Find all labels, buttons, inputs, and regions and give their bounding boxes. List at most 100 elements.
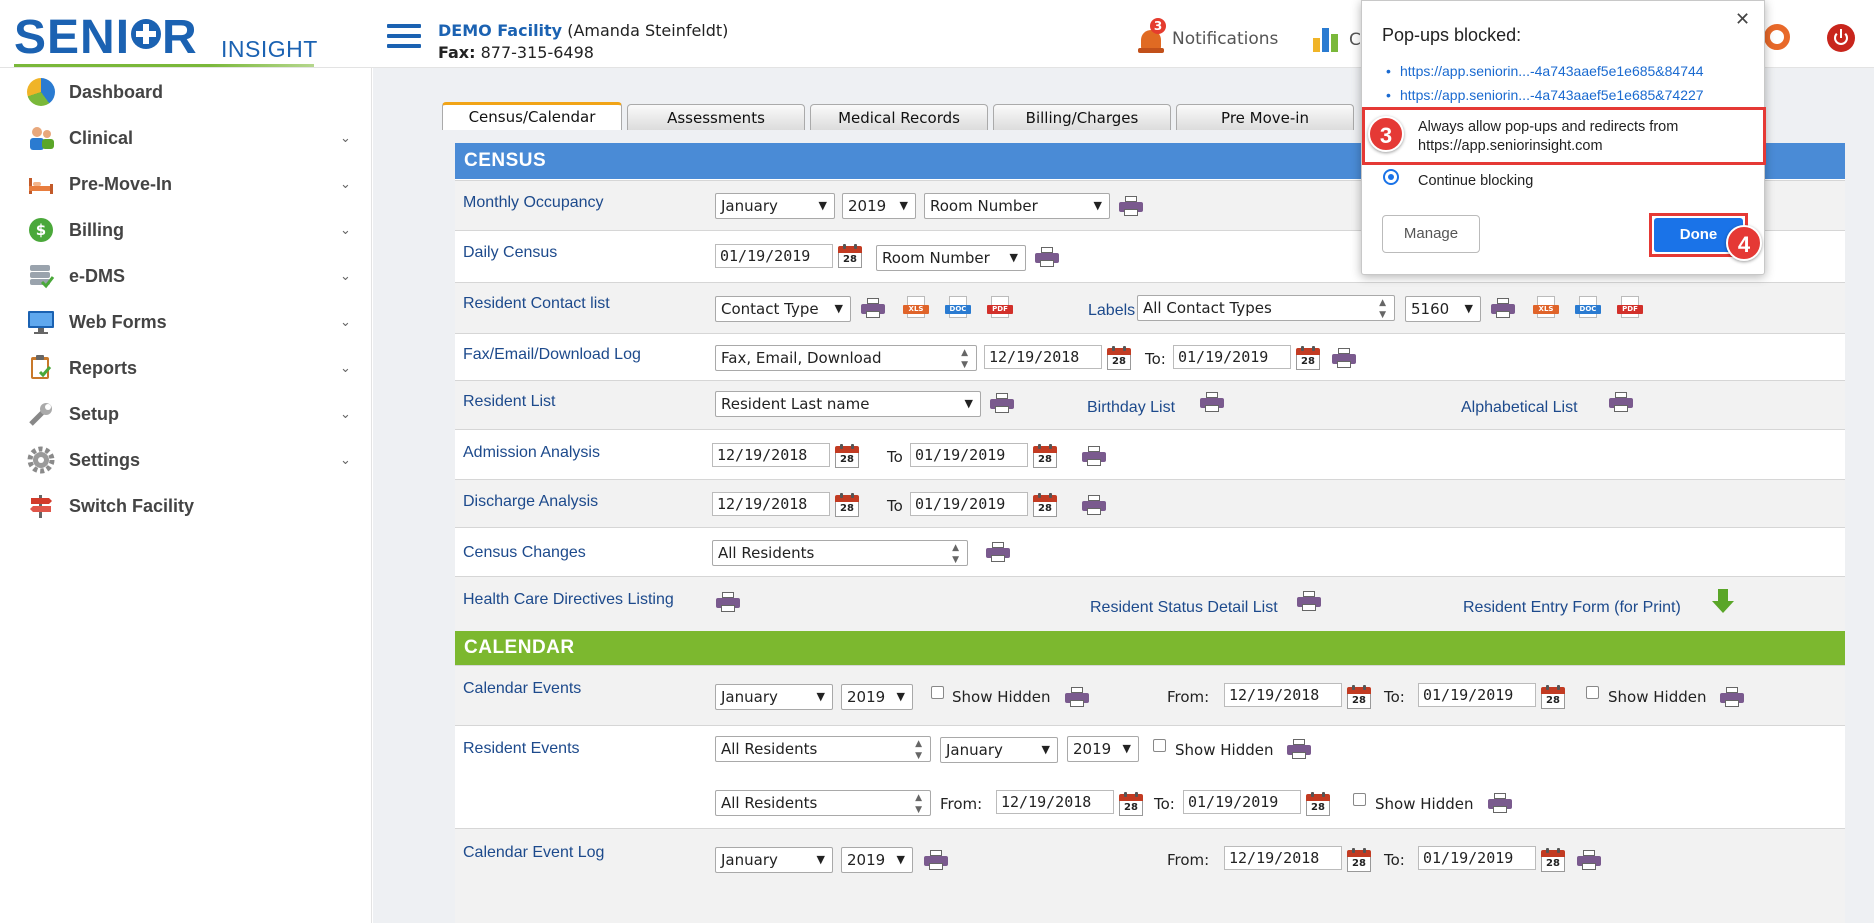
xls-export-icon[interactable]: XLS: [1533, 296, 1559, 318]
contact-type-select[interactable]: Contact Type ▼: [715, 296, 851, 322]
birthday-list-link[interactable]: Birthday List: [1087, 399, 1176, 416]
sidebar-item-clinical[interactable]: Clinical ⌄: [0, 116, 372, 160]
sidebar-item-setup[interactable]: Setup ⌄: [0, 392, 372, 436]
resident-from-date-input[interactable]: 12/19/2018: [996, 790, 1114, 814]
resident-year-select[interactable]: 2019 ▼: [1067, 736, 1139, 762]
allow-popups-option[interactable]: Always allow pop-ups and redirects from …: [1418, 119, 1679, 154]
daily-census-date-input[interactable]: 01/19/2019: [715, 244, 833, 268]
calendar-icon[interactable]: 28: [1107, 346, 1131, 370]
calendar-icon[interactable]: 28: [835, 493, 859, 517]
tab-census-calendar[interactable]: Census/Calendar: [442, 102, 622, 130]
print-icon[interactable]: [986, 542, 1010, 562]
resident-filter-select-2[interactable]: All Residents ▲ ▼: [715, 790, 931, 816]
log-to-date-input[interactable]: 01/19/2019: [1173, 345, 1291, 369]
admission-from-date-input[interactable]: 12/19/2018: [712, 443, 830, 467]
admission-to-date-input[interactable]: 01/19/2019: [910, 443, 1028, 467]
help-lifebuoy-icon[interactable]: [1764, 24, 1790, 50]
resident-entry-form-link[interactable]: Resident Entry Form (for Print): [1463, 599, 1681, 616]
event-log-to-date-input[interactable]: 01/19/2019: [1418, 846, 1536, 870]
log-from-date-input[interactable]: 12/19/2018: [984, 345, 1102, 369]
calendar-icon[interactable]: 28: [838, 244, 862, 268]
tab-assessments[interactable]: Assessments: [627, 104, 805, 130]
resident-month-select[interactable]: January ▼: [940, 737, 1058, 763]
blocked-popup-link-2[interactable]: https://app.seniorin...-4a743aaef5e1e685…: [1386, 87, 1704, 103]
calendar-icon[interactable]: 28: [1033, 444, 1057, 468]
logout-power-icon[interactable]: [1827, 24, 1855, 52]
calendar-icon[interactable]: 28: [1033, 493, 1057, 517]
log-type-select[interactable]: Fax, Email, Download ▲ ▼: [715, 345, 977, 371]
show-hidden-checkbox[interactable]: [931, 686, 944, 699]
sidebar-item-dashboard[interactable]: Dashboard: [0, 70, 372, 114]
print-icon[interactable]: [1082, 495, 1106, 515]
sidebar-item-billing[interactable]: $ Billing ⌄: [0, 208, 372, 252]
calendar-icon[interactable]: 28: [1296, 346, 1320, 370]
continue-blocking-radio[interactable]: [1383, 169, 1399, 185]
calendar-year-select[interactable]: 2019 ▼: [841, 684, 913, 710]
calendar-icon[interactable]: 28: [1347, 848, 1371, 872]
sidebar-item-pre-move-in[interactable]: Pre-Move-In ⌄: [0, 162, 372, 206]
hamburger-menu-icon[interactable]: [387, 24, 421, 50]
print-icon[interactable]: [1720, 687, 1744, 707]
show-hidden-checkbox[interactable]: [1586, 686, 1599, 699]
print-icon[interactable]: [1491, 298, 1515, 318]
print-icon[interactable]: [1200, 392, 1224, 412]
sidebar-item-e-dms[interactable]: e-DMS ⌄: [0, 254, 372, 298]
xls-export-icon[interactable]: XLS: [903, 296, 929, 318]
facility-name[interactable]: DEMO Facility: [438, 21, 563, 40]
close-icon[interactable]: ✕: [1735, 9, 1751, 30]
bar-chart-icon[interactable]: [1313, 26, 1341, 52]
sort-select[interactable]: Room Number ▼: [876, 245, 1026, 271]
sidebar-item-settings[interactable]: Settings ⌄: [0, 438, 372, 482]
calendar-month-select[interactable]: January ▼: [715, 684, 833, 710]
labels-contact-type-select[interactable]: All Contact Types ▲ ▼: [1137, 295, 1395, 321]
print-icon[interactable]: [1609, 392, 1633, 412]
tab-medical-records[interactable]: Medical Records: [810, 104, 988, 130]
manage-button[interactable]: Manage: [1382, 215, 1480, 253]
print-icon[interactable]: [1332, 348, 1356, 368]
census-changes-filter-select[interactable]: All Residents ▲ ▼: [712, 540, 968, 566]
log-year-select[interactable]: 2019 ▼: [841, 847, 913, 873]
discharge-from-date-input[interactable]: 12/19/2018: [712, 492, 830, 516]
calendar-icon[interactable]: 28: [1119, 792, 1143, 816]
notifications-button[interactable]: 3 Notifications: [1138, 18, 1278, 54]
discharge-to-date-input[interactable]: 01/19/2019: [910, 492, 1028, 516]
resident-status-detail-link[interactable]: Resident Status Detail List: [1090, 599, 1278, 616]
calendar-from-date-input[interactable]: 12/19/2018: [1224, 683, 1342, 707]
pdf-export-icon[interactable]: PDF: [1617, 296, 1643, 318]
print-icon[interactable]: [1119, 196, 1143, 216]
sidebar-item-switch-facility[interactable]: Switch Facility: [0, 484, 372, 528]
doc-export-icon[interactable]: DOC: [945, 296, 971, 318]
print-icon[interactable]: [1065, 687, 1089, 707]
sidebar-item-reports[interactable]: Reports ⌄: [0, 346, 372, 390]
alphabetical-list-link[interactable]: Alphabetical List: [1461, 399, 1578, 416]
calendar-to-date-input[interactable]: 01/19/2019: [1418, 683, 1536, 707]
month-select[interactable]: January ▼: [715, 193, 835, 219]
print-icon[interactable]: [924, 850, 948, 870]
resident-sort-select[interactable]: Resident Last name ▼: [715, 391, 981, 417]
calendar-icon[interactable]: 28: [1306, 792, 1330, 816]
print-icon[interactable]: [1297, 591, 1321, 611]
print-icon[interactable]: [990, 393, 1014, 413]
resident-to-date-input[interactable]: 01/19/2019: [1183, 790, 1301, 814]
labels-format-select[interactable]: 5160 ▼: [1405, 296, 1481, 322]
print-icon[interactable]: [1287, 739, 1311, 759]
log-month-select[interactable]: January ▼: [715, 847, 833, 873]
calendar-icon[interactable]: 28: [1541, 848, 1565, 872]
sidebar-item-web-forms[interactable]: Web Forms ⌄: [0, 300, 372, 344]
pdf-export-icon[interactable]: PDF: [987, 296, 1013, 318]
tab-billing-charges[interactable]: Billing/Charges: [993, 104, 1171, 130]
doc-export-icon[interactable]: DOC: [1575, 296, 1601, 318]
chart-menu-label[interactable]: C: [1349, 30, 1361, 50]
print-icon[interactable]: [1488, 793, 1512, 813]
sort-select[interactable]: Room Number ▼: [924, 193, 1110, 219]
senior-insight-logo[interactable]: SENI R INSIGHT: [14, 14, 317, 67]
continue-blocking-label[interactable]: Continue blocking: [1418, 173, 1534, 189]
resident-filter-select[interactable]: All Residents ▲ ▼: [715, 736, 931, 762]
print-icon[interactable]: [1082, 446, 1106, 466]
print-icon[interactable]: [1577, 850, 1601, 870]
calendar-icon[interactable]: 28: [1347, 685, 1371, 709]
tab-pre-move-in[interactable]: Pre Move-in: [1176, 104, 1354, 130]
show-hidden-checkbox[interactable]: [1353, 793, 1366, 806]
year-select[interactable]: 2019 ▼: [842, 193, 916, 219]
download-arrow-icon[interactable]: [1712, 589, 1734, 615]
